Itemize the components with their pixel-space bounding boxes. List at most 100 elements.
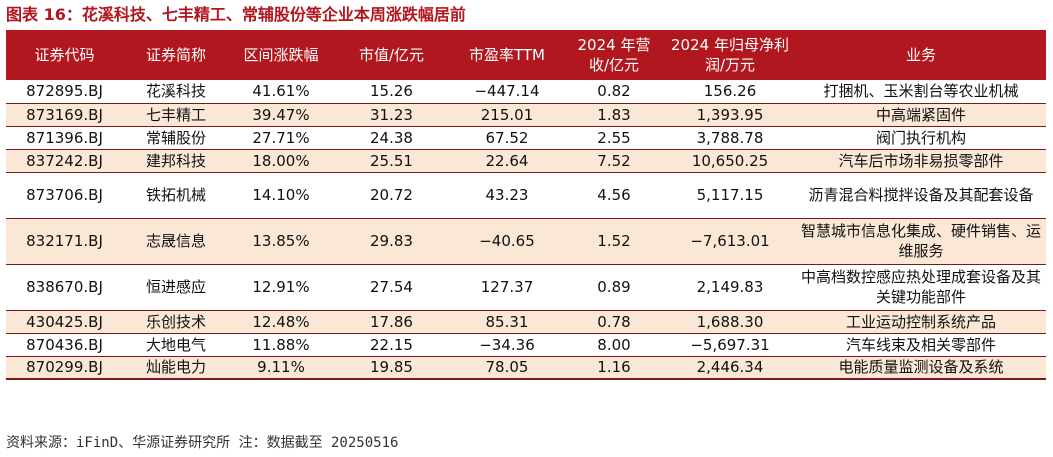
revenue-cell: 0.89 <box>564 264 664 311</box>
change-cell: 27.71% <box>229 126 333 150</box>
net-profit-cell: 2,149.83 <box>664 264 796 311</box>
name-cell: 志晟信息 <box>123 218 229 265</box>
change-cell: 12.48% <box>229 310 333 334</box>
header-pe: 市盈率TTM <box>450 30 564 80</box>
revenue-cell: 7.52 <box>564 149 664 173</box>
net-profit-cell: 1,393.95 <box>664 103 796 127</box>
net-profit-cell: 1,688.30 <box>664 310 796 334</box>
business-cell: 中高档数控感应热处理成套设备及其关键功能部件 <box>796 264 1046 311</box>
code-cell: 837242.BJ <box>6 149 123 173</box>
name-cell: 灿能电力 <box>123 356 229 380</box>
business-cell: 工业运动控制系统产品 <box>796 310 1046 334</box>
change-cell: 13.85% <box>229 218 333 265</box>
revenue-cell: 1.16 <box>564 356 664 380</box>
name-cell: 乐创技术 <box>123 310 229 334</box>
code-cell: 838670.BJ <box>6 264 123 311</box>
market-cap-cell: 17.86 <box>333 310 450 334</box>
market-cap-cell: 27.54 <box>333 264 450 311</box>
name-cell: 大地电气 <box>123 333 229 357</box>
pe-cell: 67.52 <box>450 126 564 150</box>
code-cell: 873169.BJ <box>6 103 123 127</box>
table-row: 837242.BJ 建邦科技 18.00% 25.51 22.64 7.52 10,650.… <box>6 149 1046 173</box>
change-cell: 39.47% <box>229 103 333 127</box>
code-cell: 870436.BJ <box>6 333 123 357</box>
code-cell: 871396.BJ <box>6 126 123 150</box>
pe-cell: −40.65 <box>450 218 564 265</box>
name-cell: 七丰精工 <box>123 103 229 127</box>
code-cell: 873706.BJ <box>6 172 123 219</box>
market-cap-cell: 24.38 <box>333 126 450 150</box>
header-revenue: 2024 年营收/亿元 <box>564 30 664 80</box>
business-cell: 阀门执行机构 <box>796 126 1046 150</box>
header-code: 证券代码 <box>6 30 123 80</box>
market-cap-cell: 22.15 <box>333 333 450 357</box>
code-cell: 832171.BJ <box>6 218 123 265</box>
code-cell: 430425.BJ <box>6 310 123 334</box>
code-cell: 872895.BJ <box>6 80 123 104</box>
header-row: 证券代码 证券简称 区间涨跌幅 市值/亿元 市盈率TTM 2024 年营收/亿元… <box>6 30 1046 80</box>
stock-table: 证券代码 证券简称 区间涨跌幅 市值/亿元 市盈率TTM 2024 年营收/亿元… <box>6 30 1046 380</box>
change-cell: 41.61% <box>229 80 333 104</box>
net-profit-cell: 2,446.34 <box>664 356 796 380</box>
header-market-cap: 市值/亿元 <box>333 30 450 80</box>
figure-title: 图表 16：花溪科技、七丰精工、常辅股份等企业本周涨跌幅居前 <box>6 5 466 24</box>
net-profit-cell: 156.26 <box>664 80 796 104</box>
table-row: 873169.BJ 七丰精工 39.47% 31.23 215.01 1.83 1,393.… <box>6 103 1046 127</box>
market-cap-cell: 20.72 <box>333 172 450 219</box>
market-cap-cell: 19.85 <box>333 356 450 380</box>
change-cell: 11.88% <box>229 333 333 357</box>
business-cell: 打捆机、玉米割台等农业机械 <box>796 80 1046 104</box>
name-cell: 恒进感应 <box>123 264 229 311</box>
table-row: 832171.BJ 志晟信息 13.85% 29.83 −40.65 1.52 −7,613… <box>6 218 1046 265</box>
business-cell: 中高端紧固件 <box>796 103 1046 127</box>
table-row: 873706.BJ 铁拓机械 14.10% 20.72 43.23 4.56 5,117.1… <box>6 172 1046 219</box>
table-row: 838670.BJ 恒进感应 12.91% 27.54 127.37 0.89 2,149.… <box>6 264 1046 311</box>
pe-cell: 43.23 <box>450 172 564 219</box>
code-cell: 870299.BJ <box>6 356 123 380</box>
source-note: 资料来源：iFinD、华源证券研究所 注：数据截至 20250516 <box>6 435 399 451</box>
pe-cell: 127.37 <box>450 264 564 311</box>
revenue-cell: 4.56 <box>564 172 664 219</box>
change-cell: 12.91% <box>229 264 333 311</box>
revenue-cell: 0.78 <box>564 310 664 334</box>
pe-cell: −34.36 <box>450 333 564 357</box>
name-cell: 建邦科技 <box>123 149 229 173</box>
business-cell: 汽车后市场非易损零部件 <box>796 149 1046 173</box>
business-cell: 电能质量监测设备及系统 <box>796 356 1046 380</box>
change-cell: 18.00% <box>229 149 333 173</box>
table-row: 871396.BJ 常辅股份 27.71% 24.38 67.52 2.55 3,788.7… <box>6 126 1046 150</box>
pe-cell: 78.05 <box>450 356 564 380</box>
market-cap-cell: 15.26 <box>333 80 450 104</box>
net-profit-cell: 10,650.25 <box>664 149 796 173</box>
pe-cell: 22.64 <box>450 149 564 173</box>
header-name: 证券简称 <box>123 30 229 80</box>
change-cell: 14.10% <box>229 172 333 219</box>
business-cell: 智慧城市信息化集成、硬件销售、运维服务 <box>796 218 1046 265</box>
revenue-cell: 1.83 <box>564 103 664 127</box>
pe-cell: −447.14 <box>450 80 564 104</box>
business-cell: 汽车线束及相关零部件 <box>796 333 1046 357</box>
header-change: 区间涨跌幅 <box>229 30 333 80</box>
pe-cell: 215.01 <box>450 103 564 127</box>
name-cell: 常辅股份 <box>123 126 229 150</box>
market-cap-cell: 25.51 <box>333 149 450 173</box>
market-cap-cell: 31.23 <box>333 103 450 127</box>
name-cell: 铁拓机械 <box>123 172 229 219</box>
revenue-cell: 2.55 <box>564 126 664 150</box>
header-net-profit: 2024 年归母净利润/万元 <box>664 30 796 80</box>
header-business: 业务 <box>796 30 1046 80</box>
net-profit-cell: −5,697.31 <box>664 333 796 357</box>
pe-cell: 85.31 <box>450 310 564 334</box>
business-cell: 沥青混合料搅拌设备及其配套设备 <box>796 172 1046 219</box>
market-cap-cell: 29.83 <box>333 218 450 265</box>
revenue-cell: 1.52 <box>564 218 664 265</box>
table-row: 870436.BJ 大地电气 11.88% 22.15 −34.36 8.00 −5,697… <box>6 333 1046 357</box>
table-row: 430425.BJ 乐创技术 12.48% 17.86 85.31 0.78 1,688.3… <box>6 310 1046 334</box>
net-profit-cell: 3,788.78 <box>664 126 796 150</box>
table-row: 872895.BJ 花溪科技 41.61% 15.26 −447.14 0.82 156.2… <box>6 80 1046 104</box>
net-profit-cell: −7,613.01 <box>664 218 796 265</box>
net-profit-cell: 5,117.15 <box>664 172 796 219</box>
table-row: 870299.BJ 灿能电力 9.11% 19.85 78.05 1.16 2,446.34… <box>6 356 1046 380</box>
change-cell: 9.11% <box>229 356 333 380</box>
revenue-cell: 8.00 <box>564 333 664 357</box>
